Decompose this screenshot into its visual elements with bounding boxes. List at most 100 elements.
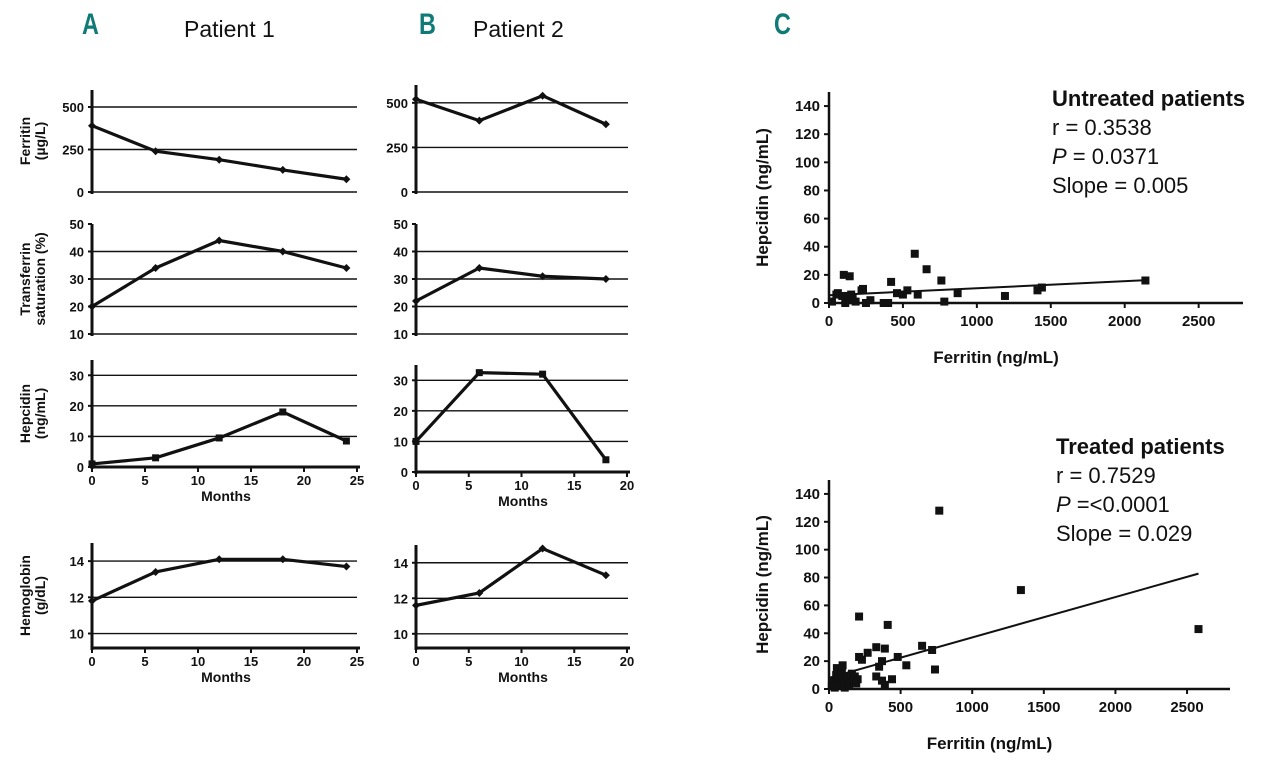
data-point	[215, 236, 224, 245]
y-tick-label: 0	[77, 185, 84, 200]
y-tick-label: 30	[70, 272, 84, 287]
data-point	[833, 289, 842, 298]
chart-p1-tsat: 10 20 30 40 50 Transferrin saturation (%)	[17, 217, 357, 342]
data-point	[412, 95, 420, 104]
x-tick-label: 2000	[1099, 699, 1132, 716]
y-axis-label: saturation (%)	[32, 232, 48, 325]
y-tick-label: 80	[803, 570, 820, 587]
data-point	[953, 289, 962, 298]
x-tick-label: 1500	[1027, 699, 1060, 716]
x-tick-label: 0	[825, 699, 833, 716]
data-point	[857, 655, 866, 664]
chart-p2-hemoglobin: 10 12 14 0 5 10 15 20 Months	[394, 544, 634, 685]
x-tick-label: 10	[514, 478, 528, 493]
y-tick-label: 20	[70, 300, 84, 315]
treated-slope: Slope = 0.029	[1056, 521, 1193, 546]
data-point	[279, 408, 287, 416]
y-tick-label: 50	[70, 217, 84, 232]
data-point	[278, 555, 287, 564]
x-tick-label: 5	[141, 473, 148, 488]
data-point	[935, 506, 944, 515]
data-point	[851, 297, 860, 306]
y-tick-label: 0	[812, 681, 820, 698]
y-tick-label: 500	[386, 96, 408, 111]
data-point	[827, 297, 836, 306]
data-point	[602, 456, 610, 464]
y-tick-label: 0	[401, 185, 408, 200]
regression-line	[828, 572, 1199, 679]
x-axis-label: Months	[201, 669, 251, 685]
y-tick-label: 100	[795, 154, 820, 171]
data-point	[910, 249, 919, 258]
panel-a-title: Patient 1	[184, 16, 275, 42]
x-tick-label: 0	[88, 654, 95, 669]
y-tick-label: 140	[795, 98, 820, 115]
data-point	[880, 644, 889, 653]
data-point	[847, 290, 856, 299]
y-tick-label: 0	[401, 465, 408, 480]
y-tick-label: 10	[394, 327, 408, 342]
data-point	[88, 596, 96, 605]
data-point	[412, 437, 420, 445]
x-tick-label: 5	[465, 654, 472, 669]
data-point	[875, 662, 884, 671]
chart-p2-ferritin: 0 250 500	[386, 85, 628, 200]
data-point	[88, 121, 96, 130]
y-tick-label: 120	[795, 514, 820, 531]
data-point	[893, 289, 902, 298]
series-line	[415, 546, 607, 607]
data-point	[215, 155, 224, 164]
series-line	[91, 238, 347, 308]
chart-p2-tsat: 10 20 30 40 50	[394, 217, 628, 342]
data-point	[893, 652, 902, 661]
x-tick-label: 500	[890, 313, 915, 330]
x-tick-label: 2000	[1108, 313, 1141, 330]
x-tick-label: 25	[350, 473, 364, 488]
panel-a-letter: A	[82, 8, 99, 41]
data-point	[601, 120, 610, 129]
data-point	[1016, 586, 1025, 595]
data-point	[879, 299, 888, 307]
x-axis-label: Ferritin (ng/mL)	[927, 734, 1053, 753]
series-line	[415, 266, 606, 303]
data-point	[872, 672, 881, 681]
data-point	[937, 276, 946, 285]
data-point	[835, 673, 844, 682]
chart-p1-hepcidin: 0 10 20 30 0 5 10 15 20 25 Months Hepcidin (ng/mL)	[17, 360, 364, 504]
treated-heading: Treated patients	[1056, 434, 1225, 459]
y-tick-label: 250	[62, 143, 84, 158]
data-point	[475, 116, 484, 125]
data-point	[859, 284, 868, 293]
chart-untreated-scatter: 0 20 40 60 80 100 120 140 0 500 1000 1500 2000 2500 Fe…	[753, 92, 1243, 367]
chart-treated-scatter: 0 20 40 60 80 100 120 140 0 500 1000 1500 2000 2500 Fe…	[753, 480, 1230, 753]
data-point	[845, 680, 854, 689]
y-tick-label: 50	[394, 217, 408, 232]
data-point	[866, 296, 875, 305]
data-point	[872, 643, 881, 652]
x-axis-label: Months	[498, 669, 548, 685]
y-axis-label: (g/dL)	[32, 576, 48, 615]
data-point	[837, 668, 846, 677]
data-point	[475, 369, 483, 377]
data-point	[151, 567, 160, 576]
data-point	[842, 291, 851, 300]
y-axis-label: Hemoglobin	[17, 555, 33, 636]
y-axis-label: Ferritin	[17, 117, 33, 165]
untreated-stats: Untreated patients r = 0.3538 P = 0.0371…	[1052, 84, 1245, 200]
data-point	[215, 555, 224, 564]
treated-stats: Treated patients r = 0.7529 P =<0.0001 S…	[1056, 432, 1225, 548]
y-tick-label: 500	[62, 100, 84, 115]
y-axis-label: Transferrin	[17, 242, 33, 315]
data-point	[888, 675, 897, 684]
data-point	[1194, 625, 1203, 634]
y-tick-label: 10	[394, 627, 408, 642]
data-point	[844, 296, 853, 305]
x-tick-label: 15	[244, 473, 258, 488]
data-point	[898, 290, 907, 299]
data-point	[928, 645, 937, 654]
data-point	[412, 297, 420, 305]
y-tick-label: 40	[394, 245, 408, 260]
data-point	[278, 247, 287, 256]
data-point	[845, 272, 854, 281]
data-point	[887, 277, 896, 286]
